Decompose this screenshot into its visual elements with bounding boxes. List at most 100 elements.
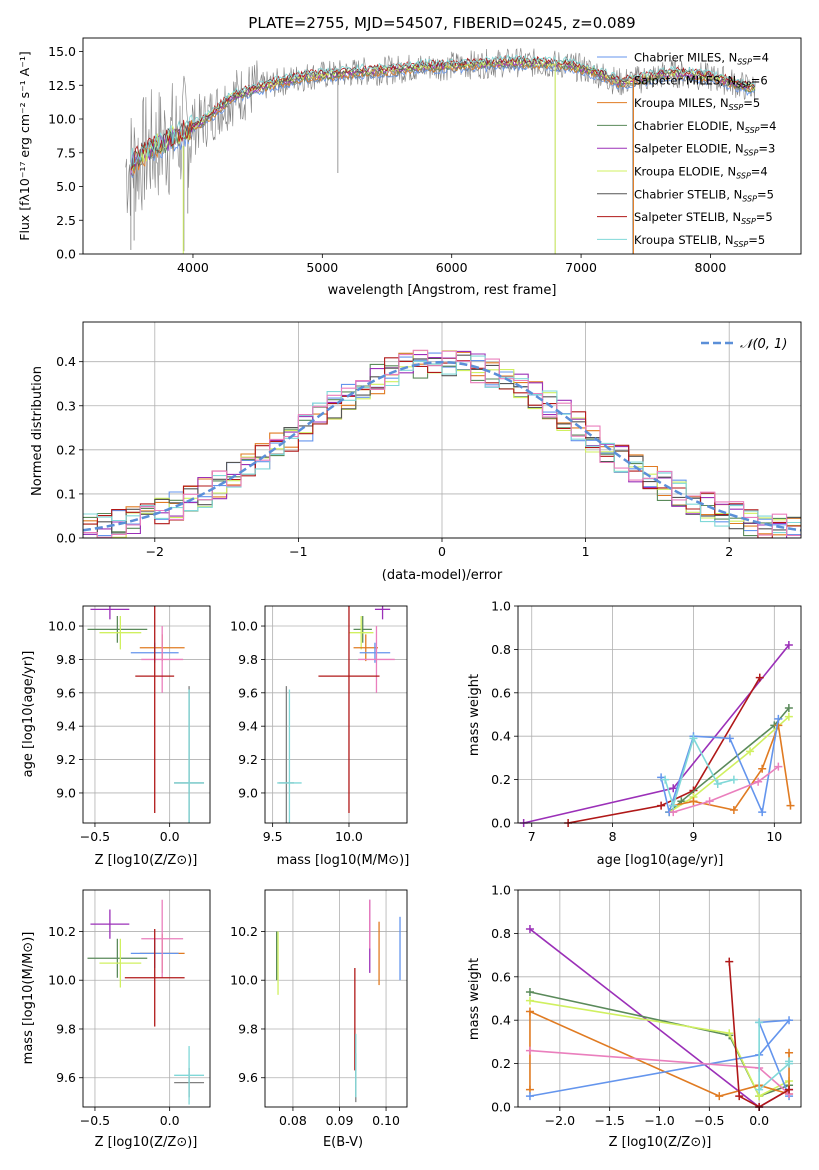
weight-marker bbox=[725, 734, 734, 743]
y-tick-label: 0.0 bbox=[56, 247, 76, 262]
axes-frame: −2.0 −1.5 −1.0 −0.5 0.0 0.0 0.2 0.4 0.6 0.8 1.0 bbox=[491, 883, 802, 1128]
axes-frame: −2 −1 0 1 2 0.0 0.1 0.2 0.3 0.4 bbox=[56, 321, 802, 559]
x-tick-label: 5000 bbox=[306, 260, 338, 275]
weight-marker bbox=[785, 1016, 794, 1025]
weight-marker bbox=[525, 996, 534, 1005]
y-tick-label: 9.8 bbox=[238, 1021, 258, 1036]
errorbar-group bbox=[275, 899, 401, 1103]
model-spectrum bbox=[130, 63, 756, 178]
x-tick-label: 0.0 bbox=[749, 1113, 769, 1128]
y-tick-label: 10.0 bbox=[230, 973, 258, 988]
axes-border bbox=[82, 605, 211, 824]
legend-subscript: SSP bbox=[734, 240, 749, 249]
weight-marker bbox=[661, 775, 670, 784]
weight-marker bbox=[785, 1057, 794, 1066]
y-tick-label: 0.2 bbox=[491, 1056, 511, 1071]
legend-label: Kroupa STELIB, NSSP=5 bbox=[634, 233, 765, 249]
axes-border bbox=[517, 889, 802, 1108]
mass-weight-vs-metallicity-panel: Z [log10(Z/Z⊙)] mass weight −2.0 −1.5 −1.0… bbox=[467, 883, 802, 1150]
y-tick-label: 12.5 bbox=[48, 78, 76, 93]
legend-subscript: SSP bbox=[736, 80, 751, 89]
x-tick-label: 1 bbox=[582, 544, 590, 559]
weight-line bbox=[673, 765, 779, 813]
x-tick-label: −0.5 bbox=[694, 1113, 724, 1128]
histogram-series bbox=[83, 349, 801, 538]
axes-frame: 9.5 10.0 9.0 9.2 9.4 9.6 9.8 10.0 bbox=[230, 605, 408, 844]
axes-frame: 4000 5000 6000 7000 8000 0.0 2.5 5.0 7.5 10.0 12.5… bbox=[48, 37, 802, 275]
x-tick-label: 8 bbox=[609, 829, 617, 844]
histogram-series bbox=[83, 355, 801, 534]
weight-marker bbox=[785, 1085, 794, 1094]
y-tick-label: 0.2 bbox=[56, 442, 76, 457]
axes-border bbox=[82, 321, 802, 539]
axes-frame: −0.5 0.0 9.6 9.8 10.0 10.2 bbox=[48, 889, 211, 1128]
weight-marker bbox=[754, 777, 763, 786]
y-tick-label: 9.2 bbox=[238, 752, 258, 767]
data-marks bbox=[519, 641, 795, 827]
weight-marker bbox=[705, 797, 714, 806]
spectrum-lines bbox=[125, 48, 756, 254]
weight-marker bbox=[689, 734, 698, 743]
x-tick-label: 9 bbox=[689, 829, 697, 844]
data-marks: 𝒩(0, 1) bbox=[83, 337, 801, 538]
weight-marker bbox=[785, 1048, 794, 1057]
legend-label-rest: =6 bbox=[751, 73, 768, 87]
weight-line bbox=[529, 999, 790, 1098]
y-tick-label: 9.6 bbox=[238, 685, 258, 700]
weight-marker bbox=[755, 1018, 764, 1027]
x-tick-label: −1.5 bbox=[594, 1113, 624, 1128]
errorbar-group bbox=[87, 606, 205, 823]
weight-marker bbox=[755, 673, 764, 682]
x-tick-label: 6000 bbox=[436, 260, 468, 275]
mass-vs-metallicity-panel: Z [log10(Z/Z⊙)] mass [log10(M/M⊙)] −0.5 0… bbox=[21, 889, 211, 1150]
weight-line bbox=[660, 718, 780, 816]
histogram-legend: 𝒩(0, 1) bbox=[701, 337, 787, 352]
mass-z-ylabel: mass [log10(M/M⊙)] bbox=[21, 932, 36, 1065]
legend-label: Chabrier ELODIE, NSSP=4 bbox=[634, 119, 776, 135]
legend-label: Salpeter MILES, NSSP=6 bbox=[634, 73, 768, 89]
y-tick-label: 9.2 bbox=[56, 752, 76, 767]
model-spectrum bbox=[130, 59, 756, 175]
y-tick-label: 1.0 bbox=[491, 883, 511, 898]
x-tick-label: −1 bbox=[289, 544, 307, 559]
y-tick-label: 0.3 bbox=[56, 398, 76, 413]
y-tick-label: 9.6 bbox=[238, 1070, 258, 1085]
x-tick-label: 8000 bbox=[695, 260, 727, 275]
model-spectrum bbox=[130, 54, 756, 167]
legend-subscript: SSP bbox=[742, 194, 757, 203]
y-tick-label: 0.1 bbox=[56, 486, 76, 501]
age-z-ylabel: age [log10(age/yr)] bbox=[21, 651, 36, 778]
mass-vs-extinction-panel: E(B-V) 0.08 0.09 0.10 9.6 9.8 10.0 10.2 bbox=[230, 889, 408, 1150]
spectrum-xlabel: wavelength [Angstrom, rest frame] bbox=[328, 283, 557, 298]
y-tick-label: 1.0 bbox=[491, 599, 511, 614]
legend-label-rest: =5 bbox=[743, 96, 760, 110]
legend-label: Kroupa MILES, NSSP=5 bbox=[634, 96, 760, 112]
x-tick-label: 0.09 bbox=[326, 1113, 354, 1128]
histogram-xlabel: (data-model)/error bbox=[382, 568, 503, 583]
age-vs-metallicity-panel: Z [log10(Z/Z⊙)] age [log10(age/yr)] −0.5… bbox=[21, 605, 211, 868]
weight-marker bbox=[525, 1092, 534, 1101]
weight-marker bbox=[525, 1046, 534, 1055]
observed-spectrum bbox=[125, 48, 756, 216]
weight-line bbox=[523, 644, 790, 824]
weight-marker bbox=[729, 805, 738, 814]
weight-marker bbox=[689, 797, 698, 806]
mass-ebv-xlabel: E(B-V) bbox=[323, 1135, 363, 1150]
x-tick-label: 10 bbox=[766, 829, 782, 844]
y-tick-label: 0.6 bbox=[491, 969, 511, 984]
weight-marker bbox=[774, 762, 783, 771]
data-marks bbox=[87, 606, 205, 823]
x-tick-label: −0.5 bbox=[80, 1113, 110, 1128]
axes-frame: 7 8 9 10 0.0 0.2 0.4 0.6 0.8 1.0 bbox=[491, 599, 802, 844]
weight-marker bbox=[746, 747, 755, 756]
weight-marker bbox=[525, 925, 534, 934]
y-tick-label: 9.8 bbox=[56, 1021, 76, 1036]
weight-marker bbox=[784, 703, 793, 712]
weight-marker bbox=[758, 764, 767, 773]
x-tick-label: 10.0 bbox=[335, 829, 363, 844]
histogram-ylabel: Normed distribution bbox=[30, 366, 45, 496]
y-tick-label: 10.0 bbox=[48, 973, 76, 988]
errorbar-group bbox=[87, 899, 205, 1105]
plot-layer bbox=[265, 890, 407, 1107]
